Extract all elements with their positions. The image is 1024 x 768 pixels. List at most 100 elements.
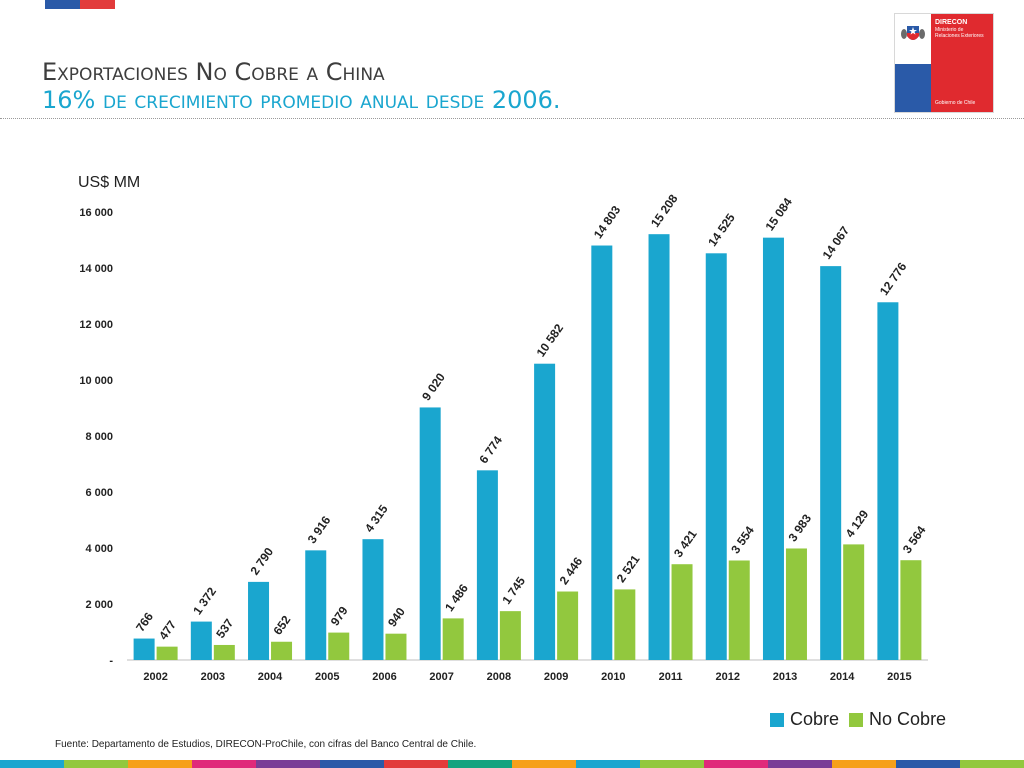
stripe-segment xyxy=(576,760,640,768)
bottom-color-stripes xyxy=(0,760,1024,768)
bar-no-cobre xyxy=(728,560,750,660)
legend-label-no-cobre: No Cobre xyxy=(869,709,947,729)
stripe-segment xyxy=(960,760,1024,768)
x-tick-label: 2009 xyxy=(544,671,568,683)
bar-cobre xyxy=(648,234,670,660)
chart-legend: Cobre No Cobre xyxy=(770,709,956,730)
bar-no-cobre xyxy=(213,644,235,660)
data-label-no-cobre: 1 486 xyxy=(442,581,471,614)
y-tick-label: 10 000 xyxy=(79,375,113,387)
data-label-cobre: 2 790 xyxy=(248,545,277,578)
bar-no-cobre xyxy=(557,591,579,660)
bar-no-cobre xyxy=(499,611,521,660)
stripe-segment xyxy=(256,760,320,768)
data-label-cobre: 9 020 xyxy=(419,370,448,403)
bar-cobre xyxy=(305,550,327,660)
x-tick-label: 2007 xyxy=(429,671,453,683)
x-tick-label: 2015 xyxy=(887,671,911,683)
x-tick-label: 2002 xyxy=(143,671,167,683)
data-label-cobre: 3 916 xyxy=(305,513,334,546)
flag-blue-block xyxy=(45,0,80,9)
data-label-cobre: 14 525 xyxy=(705,211,738,249)
data-label-cobre: 10 582 xyxy=(534,321,567,359)
data-label-cobre: 14 803 xyxy=(591,203,624,241)
bar-cobre xyxy=(705,253,727,661)
bar-no-cobre xyxy=(785,548,807,660)
data-label-cobre: 4 315 xyxy=(362,502,391,535)
bar-cobre xyxy=(476,470,498,660)
stripe-segment xyxy=(512,760,576,768)
bar-cobre xyxy=(534,363,556,660)
legend-label-cobre: Cobre xyxy=(790,709,840,729)
bar-cobre xyxy=(820,266,842,660)
bar-no-cobre xyxy=(271,641,293,660)
title-block: Exportaciones No Cobre a China 16% de cr… xyxy=(42,58,561,114)
bar-no-cobre xyxy=(843,544,865,660)
data-label-no-cobre: 3 554 xyxy=(728,523,757,556)
data-label-cobre: 15 084 xyxy=(762,195,795,233)
stripe-segment xyxy=(384,760,448,768)
data-label-no-cobre: 1 745 xyxy=(499,574,528,607)
logo-ministry: Ministerio de Relaciones Exteriores xyxy=(935,27,984,39)
x-tick-label: 2013 xyxy=(773,671,797,683)
x-tick-label: 2004 xyxy=(258,671,283,683)
x-tick-label: 2008 xyxy=(487,671,511,683)
stripe-segment xyxy=(896,760,960,768)
data-label-no-cobre: 3 421 xyxy=(671,527,700,560)
page-title: Exportaciones No Cobre a China xyxy=(42,58,385,86)
flag-strip xyxy=(45,0,115,9)
x-tick-label: 2011 xyxy=(659,671,683,683)
x-tick-label: 2003 xyxy=(201,671,225,683)
legend-item-cobre: Cobre xyxy=(770,709,839,730)
stripe-segment xyxy=(704,760,768,768)
header-divider xyxy=(0,118,1024,119)
y-tick-label: 6 000 xyxy=(85,487,113,499)
bar-cobre xyxy=(877,302,899,660)
x-tick-label: 2012 xyxy=(716,671,740,683)
data-label-no-cobre: 4 129 xyxy=(843,507,872,540)
bar-no-cobre xyxy=(156,646,178,660)
x-tick-label: 2014 xyxy=(830,671,855,683)
data-label-cobre: 766 xyxy=(133,610,156,635)
data-label-no-cobre: 2 446 xyxy=(557,554,586,587)
data-label-no-cobre: 537 xyxy=(213,616,236,641)
data-label-cobre: 1 372 xyxy=(190,584,219,617)
bar-cobre xyxy=(591,245,613,661)
data-label-no-cobre: 652 xyxy=(271,613,294,638)
stripe-segment xyxy=(448,760,512,768)
bar-no-cobre xyxy=(900,560,922,660)
logo-government: Gobierno de Chile xyxy=(935,100,976,106)
bar-no-cobre xyxy=(671,564,693,660)
bar-cobre xyxy=(419,407,441,660)
data-label-no-cobre: 3 983 xyxy=(785,511,814,544)
x-tick-label: 2010 xyxy=(601,671,625,683)
data-label-cobre: 6 774 xyxy=(476,433,505,466)
data-label-cobre: 14 067 xyxy=(820,223,853,261)
y-tick-label: 8 000 xyxy=(85,431,113,443)
data-label-no-cobre: 940 xyxy=(385,605,408,630)
data-label-no-cobre: 979 xyxy=(328,604,351,629)
bar-cobre xyxy=(190,621,212,660)
direcon-logo: DIRECON Ministerio de Relaciones Exterio… xyxy=(895,14,993,112)
data-label-no-cobre: 2 521 xyxy=(614,552,643,585)
y-tick-label: - xyxy=(109,655,113,667)
bar-no-cobre xyxy=(385,633,407,660)
page-subtitle: 16% de crecimiento promedio anual desde … xyxy=(42,86,561,114)
coat-of-arms-icon xyxy=(901,26,925,40)
bar-cobre xyxy=(248,581,270,660)
x-tick-label: 2006 xyxy=(372,671,396,683)
legend-swatch-no-cobre xyxy=(849,712,864,727)
source-note: Fuente: Departamento de Estudios, DIRECO… xyxy=(55,739,477,750)
bar-cobre xyxy=(133,638,155,660)
data-label-no-cobre: 3 564 xyxy=(900,523,929,556)
logo-org: DIRECON xyxy=(935,19,968,26)
flag-red-block xyxy=(80,0,115,9)
bar-no-cobre xyxy=(328,632,350,660)
y-tick-label: 4 000 xyxy=(85,543,113,555)
bar-cobre xyxy=(762,237,784,660)
stripe-segment xyxy=(192,760,256,768)
y-tick-label: 2 000 xyxy=(85,599,113,611)
bar-no-cobre xyxy=(442,618,464,660)
y-tick-label: 14 000 xyxy=(79,263,113,275)
data-label-cobre: 12 776 xyxy=(877,260,910,298)
